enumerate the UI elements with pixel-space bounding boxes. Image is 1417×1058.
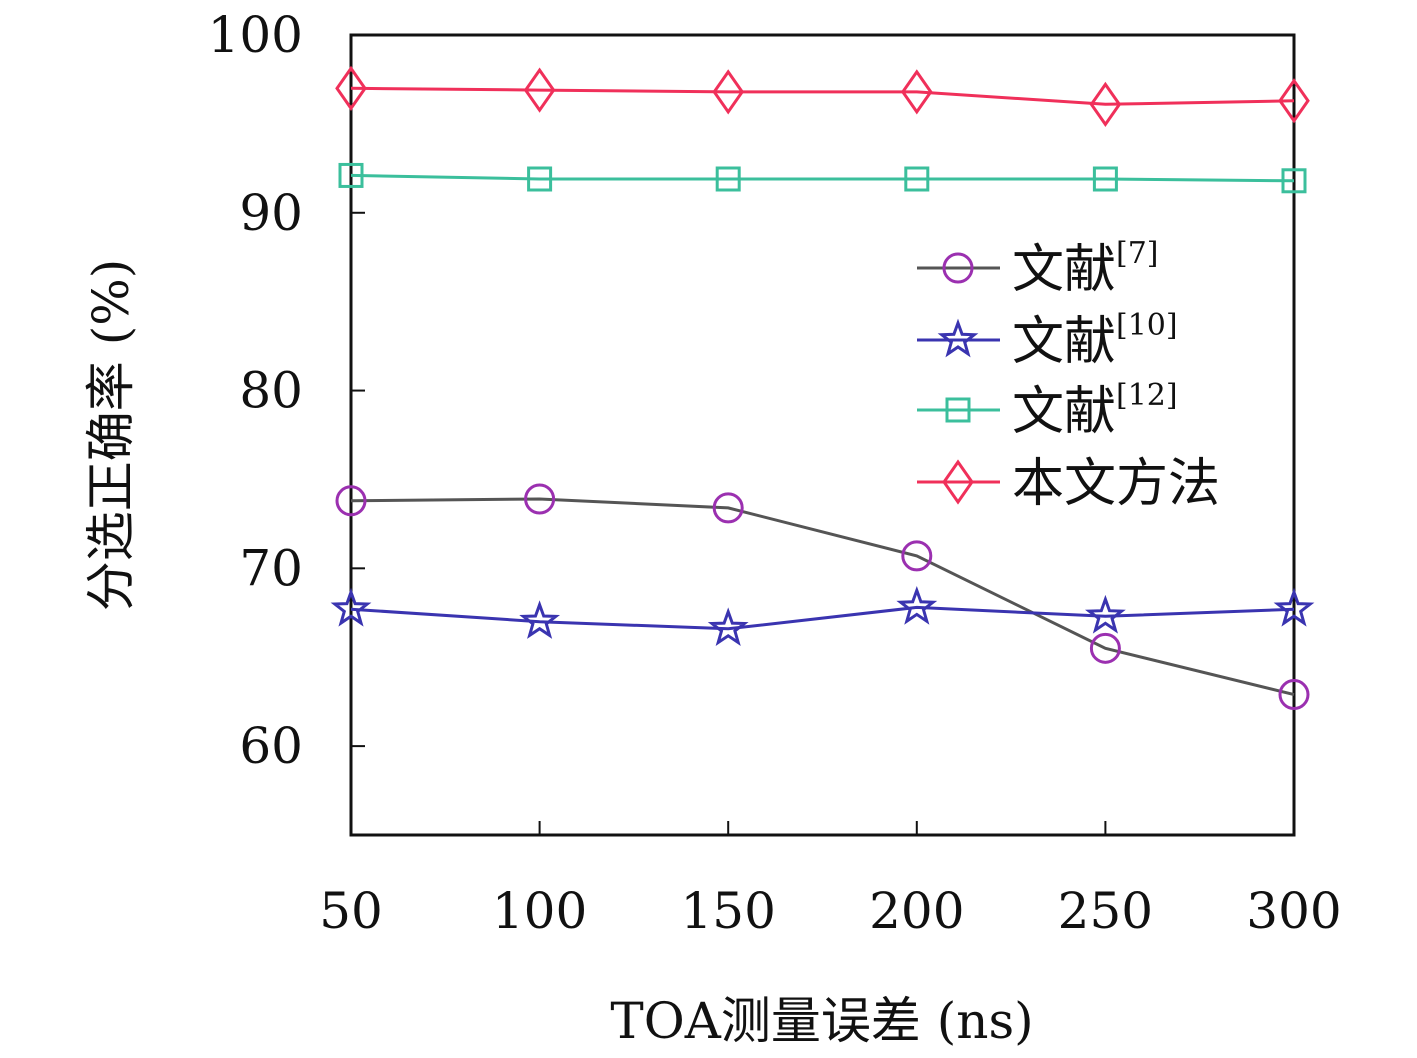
legend-marker [942,459,974,505]
y-tick-label: 60 [239,717,303,775]
data-point [335,485,367,517]
y-axis: 60 70 80 90 100 [208,6,365,775]
data-point [1278,78,1310,124]
legend-label-ref: [10] [1116,308,1178,343]
legend-label-name: 文献 [1012,240,1116,300]
series-line [350,605,1295,631]
data-point [707,607,749,647]
legend-label: 文献[12] [1012,378,1178,442]
data-point [712,492,744,524]
data-point [527,166,553,192]
y-tick-label: 80 [239,362,303,420]
legend-item: 文献[12] [917,378,1178,442]
x-tick-label: 50 [319,882,383,940]
x-tick-label: 300 [1246,882,1341,940]
legend-label: 本文方法 [1012,454,1220,514]
legend-label-ref: [7] [1116,236,1159,271]
series-layer [330,65,1315,711]
data-point [904,166,930,192]
data-point [1085,594,1126,634]
data-point [519,600,560,639]
data-point [1092,166,1118,192]
data-point [338,162,364,188]
data-point [712,69,745,115]
series-3 [338,162,1307,194]
plot-frame [349,33,1296,837]
series-4 [335,65,1310,127]
y-tick-label: 90 [239,184,303,242]
data-point [524,483,556,515]
legend-label-name: 本文方法 [1012,454,1220,514]
legend-marker [942,252,974,284]
x-axis: 50 100 150 200 250 300 [319,821,1342,940]
legend-item: 文献[10] [917,308,1178,372]
series-line [350,497,1295,697]
legend-marker [945,397,971,423]
x-tick-label: 100 [492,882,587,940]
data-point [1273,587,1315,627]
y-tick-label: 70 [239,539,303,597]
data-point [523,67,556,113]
data-point [901,540,933,572]
data-point [1278,679,1310,711]
series-line [350,86,1295,106]
data-point [330,587,372,627]
x-tick-label: 250 [1058,882,1153,940]
legend-label: 文献[7] [1012,236,1159,300]
series-line [350,173,1295,183]
legend-marker [937,318,979,358]
legend-label: 文献[10] [1012,308,1178,372]
series-1 [335,483,1310,711]
legend-label-ref: [12] [1116,378,1178,413]
x-tick-label: 150 [680,882,775,940]
data-point [900,69,933,115]
data-point [1089,81,1122,127]
legend-label-name: 文献 [1012,312,1116,372]
x-tick-label: 200 [869,882,964,940]
data-point [1089,632,1121,664]
legend: 文献[7]文献[10]文献[12]本文方法 [917,236,1220,514]
series-2 [330,585,1315,647]
data-point [715,166,741,192]
legend-item: 文献[7] [917,236,1159,300]
data-point [896,585,938,625]
y-axis-title: 分选正确率 (%) [82,259,140,611]
data-point [335,65,367,111]
legend-label-name: 文献 [1012,382,1116,442]
y-tick-label: 100 [208,6,303,64]
legend-item: 本文方法 [917,454,1220,514]
data-point [1281,168,1307,194]
x-axis-title: TOA测量误差 (ns) [610,992,1033,1050]
